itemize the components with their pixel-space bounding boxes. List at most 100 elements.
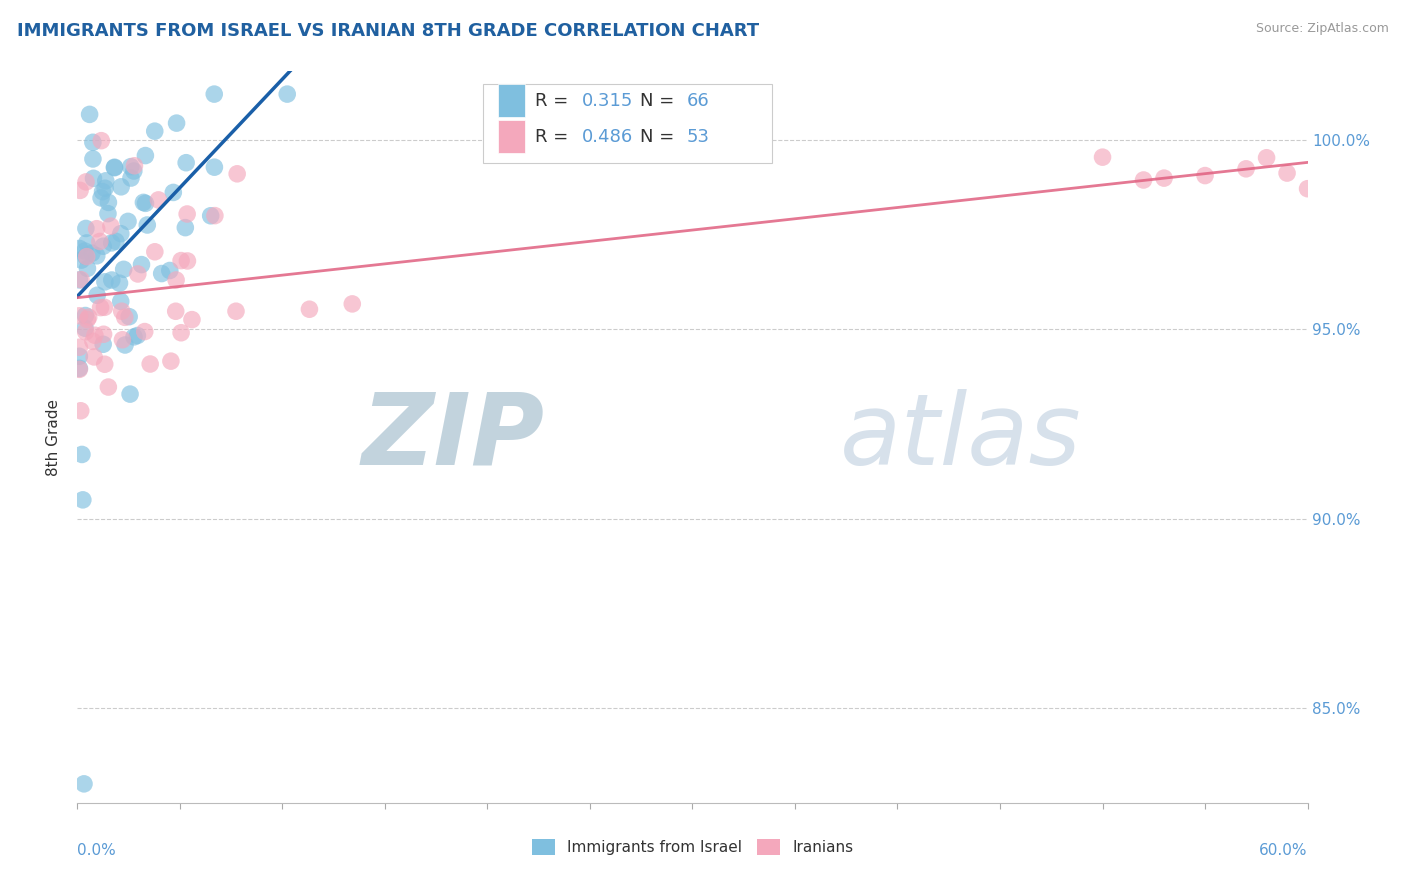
Iranians [160, 354, 183, 368]
Immigrants from Israel [202, 87, 225, 101]
Legend: Immigrants from Israel, Iranians: Immigrants from Israel, Iranians [526, 833, 859, 861]
Immigrants from Israel [90, 191, 112, 205]
Immigrants from Israel [97, 195, 120, 210]
Immigrants from Israel [174, 220, 197, 235]
Text: 0.0%: 0.0% [77, 843, 117, 858]
Text: R =: R = [536, 128, 574, 146]
Y-axis label: 8th Grade: 8th Grade [46, 399, 62, 475]
Iranians [127, 267, 149, 281]
Immigrants from Israel [202, 160, 225, 174]
Immigrants from Israel [75, 221, 97, 235]
Immigrants from Israel [110, 227, 132, 241]
Iranians [90, 301, 112, 315]
Iranians [170, 326, 193, 340]
Text: Source: ZipAtlas.com: Source: ZipAtlas.com [1256, 22, 1389, 36]
Iranians [1256, 151, 1278, 165]
Iranians [86, 221, 108, 235]
Immigrants from Israel [94, 275, 117, 289]
Iranians [1275, 166, 1298, 180]
Iranians [176, 207, 198, 221]
FancyBboxPatch shape [484, 84, 772, 163]
Iranians [90, 134, 112, 148]
Immigrants from Israel [104, 234, 127, 248]
Immigrants from Israel [276, 87, 298, 101]
Iranians [76, 250, 98, 264]
Immigrants from Israel [91, 185, 114, 199]
Iranians [93, 357, 115, 371]
Immigrants from Israel [110, 179, 132, 194]
Immigrants from Israel [166, 116, 188, 130]
Iranians [143, 244, 166, 259]
Iranians [165, 304, 187, 318]
Iranians [83, 328, 105, 343]
Immigrants from Israel [72, 492, 94, 507]
Immigrants from Israel [67, 349, 90, 363]
Iranians [181, 312, 204, 326]
Immigrants from Israel [70, 447, 93, 461]
Iranians [226, 167, 249, 181]
Iranians [111, 304, 134, 318]
Iranians [1091, 150, 1114, 164]
Immigrants from Israel [80, 246, 103, 260]
Text: N =: N = [640, 92, 679, 110]
Immigrants from Israel [127, 328, 149, 343]
Iranians [204, 209, 226, 223]
Immigrants from Israel [118, 310, 141, 324]
Text: 0.486: 0.486 [582, 128, 633, 146]
Immigrants from Israel [91, 337, 114, 351]
Immigrants from Israel [131, 258, 153, 272]
Immigrants from Israel [86, 288, 108, 302]
Immigrants from Israel [67, 361, 90, 376]
Iranians [1194, 169, 1216, 183]
Iranians [67, 362, 90, 376]
Iranians [342, 297, 364, 311]
Immigrants from Israel [122, 164, 145, 178]
Iranians [225, 304, 247, 318]
Text: 0.315: 0.315 [582, 92, 633, 110]
Immigrants from Israel [73, 321, 96, 335]
Immigrants from Israel [108, 276, 131, 290]
Immigrants from Israel [76, 261, 98, 276]
Iranians [83, 350, 105, 364]
Iranians [148, 193, 170, 207]
Immigrants from Israel [120, 171, 142, 186]
Iranians [75, 325, 97, 339]
Immigrants from Israel [73, 244, 96, 258]
Iranians [93, 327, 115, 342]
Iranians [82, 334, 104, 349]
Immigrants from Israel [114, 338, 136, 352]
Iranians [67, 309, 90, 323]
Text: atlas: atlas [841, 389, 1081, 485]
Text: R =: R = [536, 92, 574, 110]
Iranians [97, 380, 120, 394]
Iranians [170, 253, 193, 268]
Iranians [93, 301, 115, 315]
Iranians [139, 357, 162, 371]
Iranians [1234, 161, 1257, 176]
Iranians [76, 312, 98, 326]
Iranians [69, 183, 91, 197]
Immigrants from Israel [134, 148, 156, 162]
Iranians [100, 219, 122, 234]
Immigrants from Israel [75, 249, 97, 263]
Immigrants from Israel [122, 330, 145, 344]
Immigrants from Israel [136, 218, 159, 232]
Immigrants from Israel [120, 160, 142, 174]
Immigrants from Israel [86, 249, 108, 263]
Iranians [176, 254, 198, 268]
Iranians [1132, 173, 1154, 187]
Text: 53: 53 [686, 128, 709, 146]
Iranians [89, 235, 111, 249]
Immigrants from Israel [82, 152, 104, 166]
Text: N =: N = [640, 128, 679, 146]
Iranians [77, 310, 100, 325]
Immigrants from Israel [112, 262, 135, 277]
Iranians [67, 340, 90, 354]
Text: IMMIGRANTS FROM ISRAEL VS IRANIAN 8TH GRADE CORRELATION CHART: IMMIGRANTS FROM ISRAEL VS IRANIAN 8TH GR… [17, 22, 759, 40]
Iranians [124, 159, 146, 173]
Text: ZIP: ZIP [361, 389, 546, 485]
Immigrants from Israel [79, 107, 101, 121]
Immigrants from Israel [159, 263, 181, 277]
Immigrants from Israel [94, 174, 117, 188]
Text: 66: 66 [686, 92, 709, 110]
